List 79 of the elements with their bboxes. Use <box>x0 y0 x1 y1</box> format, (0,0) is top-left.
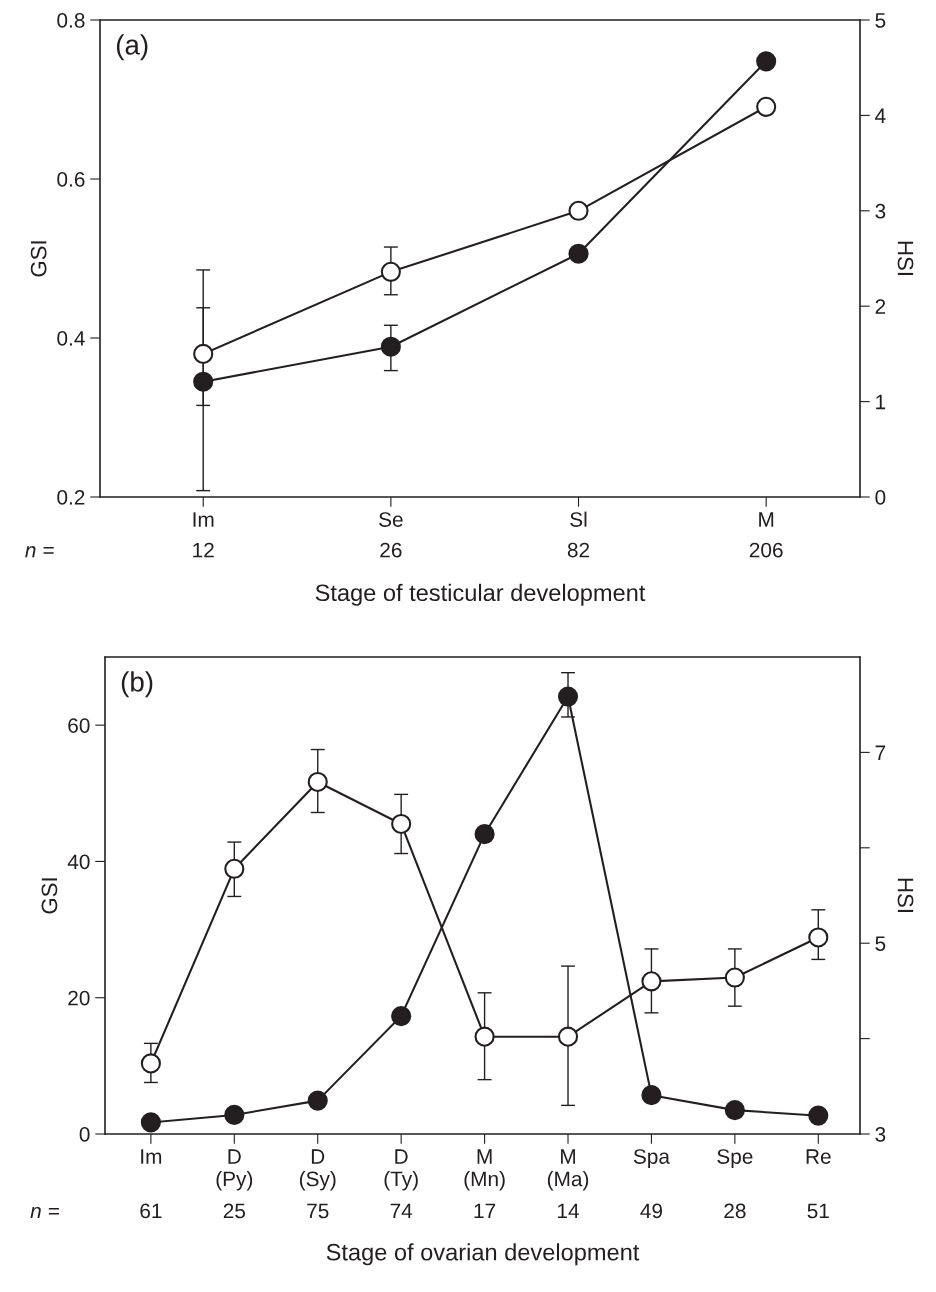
text: 74 <box>390 1203 413 1219</box>
point <box>474 1026 495 1047</box>
x-tick-label: M (Ma) <box>547 1149 589 1191</box>
x-tick-label: Spe <box>717 1149 753 1168</box>
text: 25 <box>223 1203 246 1219</box>
x-tick-label: D (Ty) <box>384 1149 418 1191</box>
point <box>568 243 589 264</box>
x-tick-label: M (Mn) <box>464 1149 505 1191</box>
x-tick-label: Sl <box>570 511 587 527</box>
text: 12 <box>193 542 214 558</box>
y-axis-title: GSI <box>41 878 58 914</box>
y2-tick-label: 5 <box>875 13 886 28</box>
x-tick-label: Re <box>806 1149 831 1164</box>
point <box>307 771 328 793</box>
x-tick-label: Se <box>379 512 403 527</box>
y-tick-label: 0.2 <box>57 490 85 505</box>
point <box>140 1112 161 1133</box>
chart-title: (a) <box>116 34 148 61</box>
point <box>568 200 589 221</box>
point <box>724 967 745 988</box>
point <box>474 824 495 845</box>
y-tick-label: 20 <box>68 990 90 1006</box>
y-tick-label: 0.8 <box>57 13 85 28</box>
text: 75 <box>307 1203 329 1219</box>
point <box>380 261 401 282</box>
y-axis-title: GSI <box>30 241 47 277</box>
y-tick-label: 0.6 <box>57 172 85 187</box>
y2-tick-label: 7 <box>875 745 886 760</box>
point <box>391 813 412 835</box>
point <box>224 858 245 879</box>
point <box>641 971 662 992</box>
point <box>557 686 579 707</box>
text: 26 <box>380 542 402 558</box>
text: 17 <box>474 1203 496 1219</box>
point <box>391 1006 412 1027</box>
text: 82 <box>567 542 590 558</box>
x-tick-label: D (Sy) <box>299 1149 336 1191</box>
y2-tick-label: 5 <box>875 936 886 951</box>
x-tick-label: Im <box>141 1149 162 1164</box>
x-axis-title: Stage of ovarian development <box>326 1243 640 1266</box>
point <box>140 1053 161 1074</box>
point <box>557 1026 579 1047</box>
text: 28 <box>724 1203 746 1219</box>
x-tick-label: M <box>759 512 774 527</box>
text: 51 <box>807 1203 829 1219</box>
y-tick-label: 60 <box>68 718 90 733</box>
point <box>380 336 401 357</box>
point <box>641 1085 662 1106</box>
text: n = <box>30 1206 59 1219</box>
text: 206 <box>749 542 783 558</box>
chart-title: (b) <box>121 671 153 698</box>
point <box>193 371 214 392</box>
text: n = <box>25 546 54 558</box>
y-tick-label: 0.4 <box>57 331 85 346</box>
point <box>808 1105 829 1126</box>
point <box>224 1104 245 1125</box>
y-tick-label: 40 <box>67 854 90 870</box>
x-tick-label: Spa <box>633 1149 670 1168</box>
y2-tick-label: 3 <box>875 203 886 219</box>
text: 49 <box>640 1203 663 1219</box>
x-tick-label: Im <box>193 512 214 527</box>
y2-axis-title: HSI <box>897 241 914 275</box>
y2-tick-label: 3 <box>875 1127 886 1142</box>
point <box>756 96 777 117</box>
y2-axis-title: HSI <box>897 878 914 912</box>
x-axis-title: Stage of testicular development <box>315 583 646 606</box>
point <box>808 927 829 948</box>
y2-tick-label: 2 <box>875 299 886 314</box>
point <box>193 343 214 364</box>
y-tick-label: 0 <box>79 1127 90 1142</box>
point <box>307 1090 328 1111</box>
point <box>756 51 777 72</box>
point <box>724 1100 745 1121</box>
x-tick-label: D (Py) <box>216 1149 253 1191</box>
y2-tick-label: 1 <box>876 394 886 410</box>
text: 61 <box>140 1203 162 1219</box>
y2-tick-label: 0 <box>875 490 886 505</box>
y2-tick-label: 4 <box>875 108 886 123</box>
text: 14 <box>558 1203 579 1219</box>
